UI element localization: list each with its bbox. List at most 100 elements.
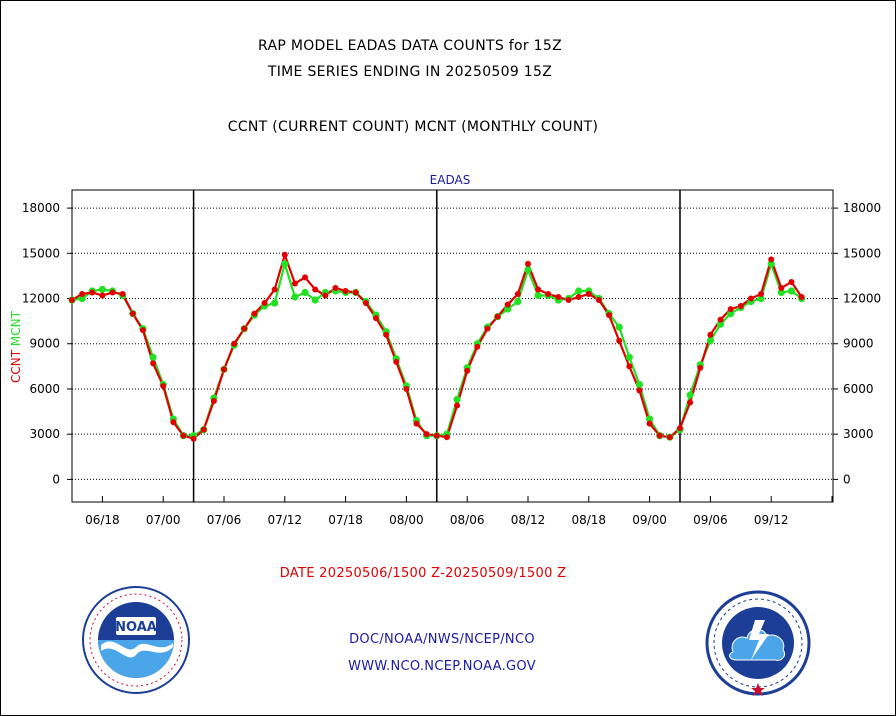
data-point-ccnt bbox=[606, 312, 613, 319]
y-tick-label-left: 9000 bbox=[29, 337, 60, 351]
data-point-mcnt bbox=[757, 294, 765, 303]
data-point-ccnt bbox=[687, 399, 694, 406]
plot-frame bbox=[71, 189, 834, 503]
data-point-mcnt bbox=[767, 260, 775, 268]
data-point-ccnt bbox=[342, 287, 349, 294]
data-point-ccnt bbox=[595, 297, 602, 304]
chart-title-line2: TIME SERIES ENDING IN 20250509 15Z bbox=[267, 64, 553, 80]
website-link[interactable]: WWW.NCO.NCEP.NOAA.GOV bbox=[348, 659, 536, 674]
x-tick-label: 08/06 bbox=[450, 513, 485, 527]
data-point-ccnt bbox=[220, 366, 227, 373]
y-tick-label-left: 12000 bbox=[22, 292, 60, 306]
data-point-mcnt bbox=[271, 299, 279, 307]
data-point-ccnt bbox=[423, 431, 430, 438]
data-point-ccnt bbox=[119, 291, 126, 297]
data-point-ccnt bbox=[291, 280, 298, 287]
data-point-ccnt bbox=[575, 294, 582, 301]
data-point-ccnt bbox=[616, 337, 623, 344]
data-point-mcnt bbox=[787, 287, 796, 295]
data-point-ccnt bbox=[403, 385, 410, 392]
data-point-ccnt bbox=[180, 432, 187, 439]
y-tick-label-left: 0 bbox=[52, 472, 60, 486]
noaa-logo: NOAA bbox=[82, 586, 190, 694]
data-point-ccnt bbox=[281, 251, 288, 258]
x-tick-label: 07/00 bbox=[146, 513, 181, 527]
data-point-ccnt bbox=[768, 256, 775, 263]
data-point-ccnt bbox=[646, 420, 653, 427]
data-point-ccnt bbox=[778, 284, 785, 291]
x-tick-label: 08/12 bbox=[511, 513, 546, 527]
data-point-ccnt bbox=[393, 358, 400, 365]
data-point-mcnt bbox=[645, 415, 654, 423]
chart-subtitle: CCNT (CURRENT COUNT) MCNT (MONTHLY COUNT… bbox=[227, 119, 599, 135]
x-tick-label: 07/18 bbox=[328, 513, 363, 527]
x-tick-label: 07/12 bbox=[267, 513, 302, 527]
data-point-ccnt bbox=[454, 402, 461, 409]
data-point-ccnt bbox=[535, 286, 542, 293]
data-point-mcnt bbox=[716, 320, 725, 328]
x-tick-label: 06/18 bbox=[85, 513, 120, 527]
x-tick-label: 09/06 bbox=[693, 513, 728, 527]
data-point-mcnt bbox=[625, 353, 633, 361]
svg-text:NOAA: NOAA bbox=[115, 620, 157, 635]
data-point-ccnt bbox=[484, 325, 491, 332]
y-axis-label-ccnt: CCNT bbox=[9, 349, 23, 383]
org-text: DOC/NOAA/NWS/NCEP/NCO bbox=[349, 632, 535, 647]
chart-title-line1: RAP MODEL EADAS DATA COUNTS for 15Z bbox=[257, 38, 562, 54]
data-point-ccnt bbox=[758, 291, 765, 297]
data-point-ccnt bbox=[261, 300, 268, 307]
data-point-mcnt bbox=[514, 297, 522, 306]
data-point-mcnt bbox=[78, 294, 86, 303]
date-range: DATE 20250506/1500 Z-20250509/1500 Z bbox=[279, 566, 567, 581]
data-point-mcnt bbox=[453, 395, 461, 404]
data-point-ccnt bbox=[707, 331, 714, 338]
data-point-mcnt bbox=[534, 291, 542, 300]
national-weather-service-logo bbox=[705, 590, 811, 696]
data-point-ccnt bbox=[545, 291, 552, 297]
data-point-ccnt bbox=[312, 286, 319, 293]
data-point-ccnt bbox=[231, 340, 238, 347]
y-tick-label-right: 9000 bbox=[843, 337, 874, 351]
y-tick-label-right: 12000 bbox=[843, 292, 881, 306]
data-point-mcnt bbox=[727, 309, 735, 318]
y-axis-label-mcnt: MCNT bbox=[9, 310, 23, 350]
data-point-mcnt bbox=[504, 305, 512, 313]
data-point-ccnt bbox=[190, 435, 197, 442]
data-point-ccnt bbox=[524, 260, 531, 267]
data-point-ccnt bbox=[170, 419, 177, 426]
data-point-ccnt bbox=[109, 289, 116, 296]
data-point-ccnt bbox=[160, 382, 167, 389]
data-point-ccnt bbox=[129, 310, 136, 317]
data-point-ccnt bbox=[200, 426, 207, 433]
data-point-ccnt bbox=[79, 291, 86, 297]
data-point-mcnt bbox=[98, 285, 106, 294]
data-point-ccnt bbox=[737, 303, 744, 310]
data-point-ccnt bbox=[322, 292, 329, 299]
data-point-ccnt bbox=[332, 284, 339, 291]
data-point-ccnt bbox=[626, 363, 633, 370]
data-point-mcnt bbox=[777, 288, 785, 297]
data-point-mcnt bbox=[635, 380, 644, 389]
data-point-ccnt bbox=[241, 325, 248, 332]
data-point-mcnt bbox=[311, 296, 319, 304]
data-point-ccnt bbox=[433, 432, 440, 439]
x-tick-label: 09/00 bbox=[632, 513, 667, 527]
data-point-ccnt bbox=[474, 343, 481, 350]
data-point-ccnt bbox=[565, 297, 572, 304]
data-point-ccnt bbox=[666, 434, 673, 441]
panel-title: EADAS bbox=[430, 173, 471, 187]
y-tick-label-right: 6000 bbox=[843, 382, 874, 396]
data-point-ccnt bbox=[383, 331, 390, 338]
series-layer bbox=[68, 251, 806, 442]
data-point-ccnt bbox=[747, 295, 754, 302]
data-point-mcnt bbox=[291, 293, 299, 301]
y-tick-label-left: 3000 bbox=[29, 427, 60, 441]
data-point-ccnt bbox=[717, 316, 724, 323]
data-point-mcnt bbox=[615, 323, 623, 331]
y-tick-label-left: 6000 bbox=[29, 382, 60, 396]
data-point-ccnt bbox=[89, 289, 96, 296]
x-tick-label: 08/18 bbox=[571, 513, 606, 527]
y-axis-label-text: CCNT MCNT bbox=[9, 310, 23, 383]
data-point-ccnt bbox=[99, 292, 106, 299]
